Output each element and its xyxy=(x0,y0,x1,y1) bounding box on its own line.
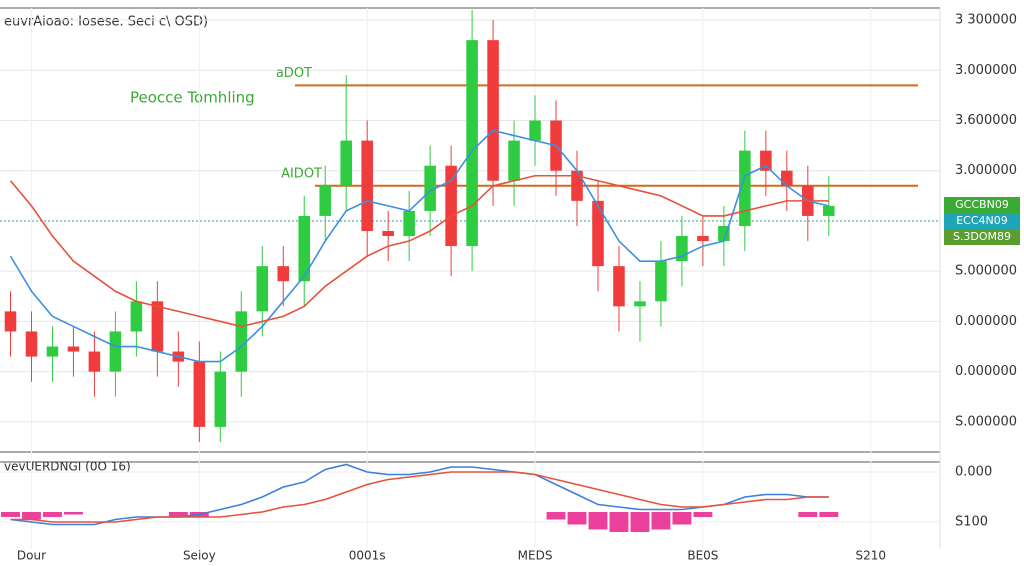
x-tick-label: MEDS xyxy=(518,549,553,563)
histogram-bar xyxy=(672,512,692,525)
y-tick-label: 3.600000 xyxy=(955,113,1017,128)
candle-body xyxy=(655,261,667,302)
price-label: S.3DOM89 xyxy=(953,230,1011,243)
moving-average xyxy=(9,174,829,328)
candle-body xyxy=(445,165,457,247)
candle-body xyxy=(424,165,436,211)
candle-body xyxy=(214,371,227,427)
candle-body xyxy=(298,215,311,282)
histogram-bar xyxy=(588,512,608,530)
indicator-line xyxy=(10,471,829,523)
candle-body xyxy=(676,236,688,262)
chart-title: euvrAioao: Iosese. Seci c\ OSD) xyxy=(4,15,208,30)
y-tick-label: S.000000 xyxy=(955,414,1017,429)
candle-body xyxy=(697,236,709,242)
y-tick-label: S100 xyxy=(955,515,988,530)
y-tick-label: 0.000000 xyxy=(955,364,1017,379)
candle-body xyxy=(67,346,80,352)
candle-body xyxy=(571,170,583,201)
candle-body xyxy=(634,301,646,307)
candle-body xyxy=(277,266,290,282)
indicator-line xyxy=(10,463,829,526)
histogram-bar xyxy=(630,512,650,532)
candle-body xyxy=(529,120,541,141)
y-tick-label: 3.000000 xyxy=(955,63,1017,78)
candle-body xyxy=(130,301,143,332)
y-tick-label: 3.000000 xyxy=(955,163,1017,178)
price-label-box xyxy=(944,213,1020,229)
candle-body xyxy=(4,311,17,332)
level-label: aDOT xyxy=(276,66,312,81)
y-tick-label: 0.000 xyxy=(955,465,992,480)
price-label: GCCBN09 xyxy=(955,198,1009,211)
candle-body xyxy=(781,170,793,186)
candle-body xyxy=(508,140,520,181)
candle-body xyxy=(487,40,499,181)
y-tick-label: S.000000 xyxy=(955,264,1017,279)
x-tick-label: Dour xyxy=(17,549,46,563)
histogram-bar xyxy=(22,512,41,520)
candle-body xyxy=(823,205,835,216)
x-tick-label: BE0S xyxy=(687,549,718,563)
y-tick-label: 3 300000 xyxy=(955,13,1017,28)
candle-body xyxy=(466,40,478,247)
candle-body xyxy=(235,311,248,372)
y-tick-label: 0.000000 xyxy=(955,314,1017,329)
candle-body xyxy=(613,266,625,307)
histogram-bar xyxy=(63,512,83,515)
x-tick-label: Seioy xyxy=(183,549,216,563)
moving-average xyxy=(9,129,829,363)
candle-body xyxy=(46,346,59,357)
candle-body xyxy=(382,231,394,237)
candle-body xyxy=(718,225,730,242)
candle-body xyxy=(403,210,415,237)
histogram-bar xyxy=(546,512,566,520)
candle-body xyxy=(361,140,373,232)
histogram-bar xyxy=(693,512,713,517)
candle-body xyxy=(256,266,269,312)
level-label: AIDOT xyxy=(281,166,322,181)
x-tick-label: S210 xyxy=(855,549,886,563)
price-label-box xyxy=(944,197,1020,213)
histogram-bar xyxy=(567,512,587,525)
histogram-bar xyxy=(651,512,671,530)
price-label-box xyxy=(944,229,1020,245)
histogram-bar xyxy=(168,512,188,517)
candle-body xyxy=(25,331,38,357)
candle-body xyxy=(340,140,352,186)
candle-body xyxy=(109,331,122,372)
candle-body xyxy=(760,150,772,171)
price-label: ECC4N09 xyxy=(956,214,1008,227)
candle-body xyxy=(88,351,101,372)
annotation: Peocce Tomhling xyxy=(130,89,255,107)
histogram-bar xyxy=(1,512,20,517)
candle-body xyxy=(739,150,751,226)
histogram-bar xyxy=(609,512,629,532)
candle-body xyxy=(193,361,206,427)
candle-body xyxy=(592,200,604,267)
candle-body xyxy=(319,185,331,216)
histogram-bar xyxy=(43,512,62,517)
x-tick-label: 0001s xyxy=(349,549,386,563)
candle-body xyxy=(151,301,164,352)
indicator-title: vevUERDNGI (0O 16) xyxy=(4,460,131,474)
histogram-bar xyxy=(798,512,818,517)
histogram-bar xyxy=(819,512,839,517)
